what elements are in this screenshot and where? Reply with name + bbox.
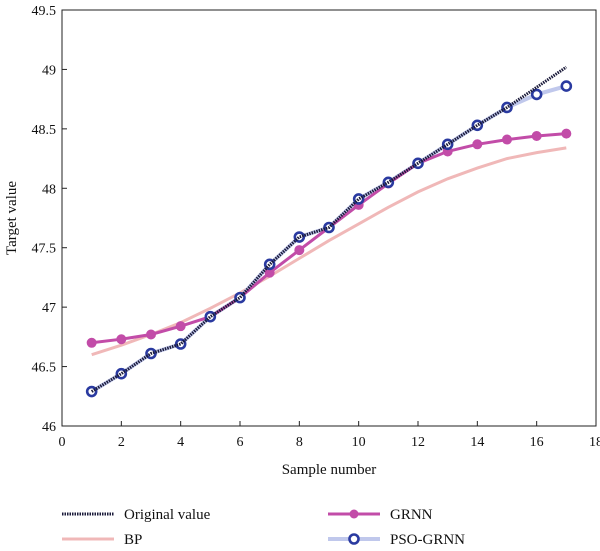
y-tick-label: 48.5 [32,123,57,138]
series-line-grnn [91,132,567,345]
grnn-point [531,130,542,141]
legend-label-original-value: Original value [124,507,211,523]
y-tick-label: 49 [42,63,56,78]
y-axis-label: Target value [4,181,20,255]
y-tick-label: 46.5 [32,361,57,376]
legend-marker-grnn [349,509,359,519]
series-layer [85,65,573,398]
x-tick-label: 18 [589,435,600,450]
grnn-point [146,329,156,340]
x-tick-label: 14 [470,435,484,450]
x-tick-label: 8 [296,435,303,450]
series-line-pso-grnn [90,84,567,394]
x-tick-label: 4 [177,435,184,450]
legend-marker-pso-grnn [348,533,360,545]
y-axis: 46 46.5 47 47.5 48 48.5 49 49.5 [32,4,67,435]
grnn-point [472,139,483,150]
x-tick-label: 12 [411,435,425,450]
x-tick-label: 0 [59,435,66,450]
series-line-bp [91,146,567,357]
x-axis: 0 2 4 6 8 10 12 14 16 18 [59,421,600,450]
x-tick-label: 10 [352,435,366,450]
legend-label-pso-grnn: PSO-GRNN [390,532,465,548]
x-tick-label: 16 [530,435,544,450]
legend-label-grnn: GRNN [390,507,433,523]
grnn-point [116,334,127,345]
pso-grnn-point [560,80,573,92]
y-tick-label: 48 [42,182,56,197]
grnn-point [175,321,186,332]
y-tick-label: 46 [42,420,56,435]
y-tick-label: 47.5 [32,242,57,257]
grnn-point [561,128,572,139]
y-tick-label: 49.5 [32,4,57,19]
plot-area [61,9,597,427]
pso-grnn-point [85,385,98,398]
x-axis-label: Sample number [282,462,377,478]
legend-label-bp: BP [124,532,142,548]
x-tick-label: 6 [237,435,244,450]
legend: Original value GRNN BP PSO-GRNN [62,507,465,548]
y-tick-label: 47 [42,301,56,316]
x-tick-label: 2 [118,435,125,450]
pso-grnn-point [530,88,543,101]
grnn-point [86,337,97,348]
grnn-point [294,245,305,256]
series-line-original-value [90,65,568,393]
grnn-point [502,134,512,145]
